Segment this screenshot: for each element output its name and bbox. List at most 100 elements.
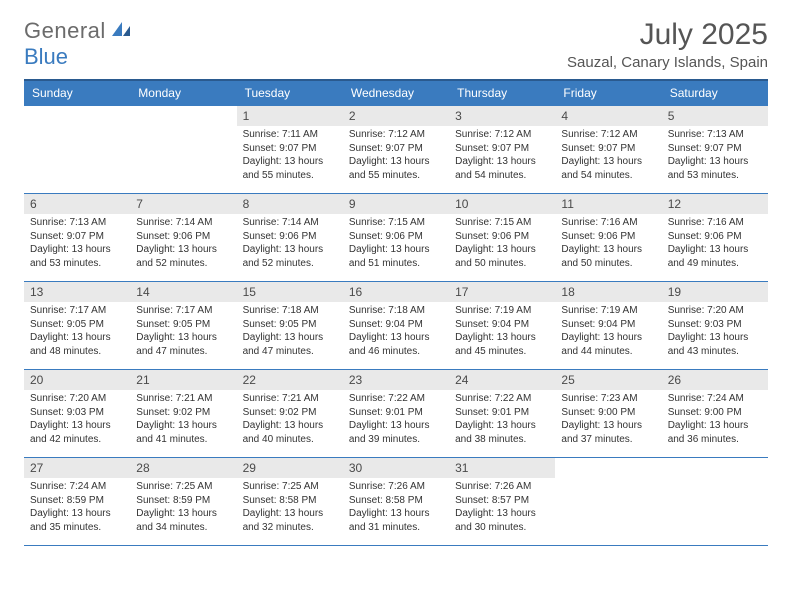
- calendar-day-cell: 11Sunrise: 7:16 AMSunset: 9:06 PMDayligh…: [555, 194, 661, 282]
- calendar-day-cell: 9Sunrise: 7:15 AMSunset: 9:06 PMDaylight…: [343, 194, 449, 282]
- day-details: Sunrise: 7:17 AMSunset: 9:05 PMDaylight:…: [136, 304, 230, 358]
- logo-text-a: General: [24, 18, 106, 44]
- day-details: Sunrise: 7:22 AMSunset: 9:01 PMDaylight:…: [349, 392, 443, 446]
- day-details: Sunrise: 7:19 AMSunset: 9:04 PMDaylight:…: [455, 304, 549, 358]
- calendar-week-row: 20Sunrise: 7:20 AMSunset: 9:03 PMDayligh…: [24, 370, 768, 458]
- day-number: 24: [449, 370, 555, 390]
- calendar-day-cell: 19Sunrise: 7:20 AMSunset: 9:03 PMDayligh…: [662, 282, 768, 370]
- day-details: Sunrise: 7:24 AMSunset: 8:59 PMDaylight:…: [30, 480, 124, 534]
- day-details: Sunrise: 7:25 AMSunset: 8:59 PMDaylight:…: [136, 480, 230, 534]
- calendar-day-cell: 23Sunrise: 7:22 AMSunset: 9:01 PMDayligh…: [343, 370, 449, 458]
- calendar-day-cell: 30Sunrise: 7:26 AMSunset: 8:58 PMDayligh…: [343, 458, 449, 546]
- calendar-table: SundayMondayTuesdayWednesdayThursdayFrid…: [24, 79, 768, 546]
- day-details: Sunrise: 7:21 AMSunset: 9:02 PMDaylight:…: [243, 392, 337, 446]
- calendar-body: 1Sunrise: 7:11 AMSunset: 9:07 PMDaylight…: [24, 106, 768, 546]
- location: Sauzal, Canary Islands, Spain: [567, 54, 768, 71]
- calendar-day-cell: 20Sunrise: 7:20 AMSunset: 9:03 PMDayligh…: [24, 370, 130, 458]
- day-number: 8: [237, 194, 343, 214]
- calendar-day-cell: 26Sunrise: 7:24 AMSunset: 9:00 PMDayligh…: [662, 370, 768, 458]
- day-number: 31: [449, 458, 555, 478]
- calendar-day-cell: 25Sunrise: 7:23 AMSunset: 9:00 PMDayligh…: [555, 370, 661, 458]
- calendar-day-cell: 22Sunrise: 7:21 AMSunset: 9:02 PMDayligh…: [237, 370, 343, 458]
- day-details: Sunrise: 7:21 AMSunset: 9:02 PMDaylight:…: [136, 392, 230, 446]
- day-number: 22: [237, 370, 343, 390]
- weekday-header: Thursday: [449, 80, 555, 106]
- day-number: 17: [449, 282, 555, 302]
- calendar-day-cell: 28Sunrise: 7:25 AMSunset: 8:59 PMDayligh…: [130, 458, 236, 546]
- calendar-day-cell: 21Sunrise: 7:21 AMSunset: 9:02 PMDayligh…: [130, 370, 236, 458]
- calendar-day-cell: 3Sunrise: 7:12 AMSunset: 9:07 PMDaylight…: [449, 106, 555, 194]
- day-details: Sunrise: 7:15 AMSunset: 9:06 PMDaylight:…: [455, 216, 549, 270]
- day-number: 19: [662, 282, 768, 302]
- title-block: July 2025 Sauzal, Canary Islands, Spain: [567, 18, 768, 71]
- logo: General: [24, 18, 134, 44]
- day-number: 16: [343, 282, 449, 302]
- day-number: 26: [662, 370, 768, 390]
- calendar-day-cell: 4Sunrise: 7:12 AMSunset: 9:07 PMDaylight…: [555, 106, 661, 194]
- day-number: 25: [555, 370, 661, 390]
- day-details: Sunrise: 7:25 AMSunset: 8:58 PMDaylight:…: [243, 480, 337, 534]
- calendar-day-cell: 29Sunrise: 7:25 AMSunset: 8:58 PMDayligh…: [237, 458, 343, 546]
- day-number: 6: [24, 194, 130, 214]
- day-number: 10: [449, 194, 555, 214]
- logo-sail-icon: [110, 20, 134, 38]
- calendar-day-cell: 8Sunrise: 7:14 AMSunset: 9:06 PMDaylight…: [237, 194, 343, 282]
- calendar-day-cell: 27Sunrise: 7:24 AMSunset: 8:59 PMDayligh…: [24, 458, 130, 546]
- weekday-header: Wednesday: [343, 80, 449, 106]
- day-number: 30: [343, 458, 449, 478]
- day-details: Sunrise: 7:12 AMSunset: 9:07 PMDaylight:…: [561, 128, 655, 182]
- weekday-header: Tuesday: [237, 80, 343, 106]
- day-number: 23: [343, 370, 449, 390]
- day-details: Sunrise: 7:20 AMSunset: 9:03 PMDaylight:…: [668, 304, 762, 358]
- page-header: General July 2025 Sauzal, Canary Islands…: [24, 18, 768, 71]
- day-details: Sunrise: 7:26 AMSunset: 8:58 PMDaylight:…: [349, 480, 443, 534]
- calendar-week-row: 27Sunrise: 7:24 AMSunset: 8:59 PMDayligh…: [24, 458, 768, 546]
- day-details: Sunrise: 7:18 AMSunset: 9:04 PMDaylight:…: [349, 304, 443, 358]
- day-details: Sunrise: 7:16 AMSunset: 9:06 PMDaylight:…: [668, 216, 762, 270]
- day-details: Sunrise: 7:17 AMSunset: 9:05 PMDaylight:…: [30, 304, 124, 358]
- day-details: Sunrise: 7:11 AMSunset: 9:07 PMDaylight:…: [243, 128, 337, 182]
- day-details: Sunrise: 7:16 AMSunset: 9:06 PMDaylight:…: [561, 216, 655, 270]
- day-details: Sunrise: 7:15 AMSunset: 9:06 PMDaylight:…: [349, 216, 443, 270]
- day-number: 13: [24, 282, 130, 302]
- day-number: 11: [555, 194, 661, 214]
- calendar-week-row: 6Sunrise: 7:13 AMSunset: 9:07 PMDaylight…: [24, 194, 768, 282]
- calendar-day-cell: 17Sunrise: 7:19 AMSunset: 9:04 PMDayligh…: [449, 282, 555, 370]
- calendar-day-cell: 1Sunrise: 7:11 AMSunset: 9:07 PMDaylight…: [237, 106, 343, 194]
- day-details: Sunrise: 7:14 AMSunset: 9:06 PMDaylight:…: [243, 216, 337, 270]
- calendar-day-cell: 10Sunrise: 7:15 AMSunset: 9:06 PMDayligh…: [449, 194, 555, 282]
- day-number: 27: [24, 458, 130, 478]
- calendar-empty-cell: [555, 458, 661, 546]
- day-number: 5: [662, 106, 768, 126]
- day-number: 2: [343, 106, 449, 126]
- calendar-empty-cell: [662, 458, 768, 546]
- day-number: 21: [130, 370, 236, 390]
- day-details: Sunrise: 7:14 AMSunset: 9:06 PMDaylight:…: [136, 216, 230, 270]
- day-details: Sunrise: 7:19 AMSunset: 9:04 PMDaylight:…: [561, 304, 655, 358]
- calendar-day-cell: 14Sunrise: 7:17 AMSunset: 9:05 PMDayligh…: [130, 282, 236, 370]
- calendar-day-cell: 13Sunrise: 7:17 AMSunset: 9:05 PMDayligh…: [24, 282, 130, 370]
- logo-text-b: Blue: [24, 44, 68, 70]
- calendar-day-cell: 24Sunrise: 7:22 AMSunset: 9:01 PMDayligh…: [449, 370, 555, 458]
- day-number: 28: [130, 458, 236, 478]
- calendar-day-cell: 31Sunrise: 7:26 AMSunset: 8:57 PMDayligh…: [449, 458, 555, 546]
- calendar-day-cell: 2Sunrise: 7:12 AMSunset: 9:07 PMDaylight…: [343, 106, 449, 194]
- day-details: Sunrise: 7:12 AMSunset: 9:07 PMDaylight:…: [455, 128, 549, 182]
- weekday-header-row: SundayMondayTuesdayWednesdayThursdayFrid…: [24, 80, 768, 106]
- day-number: 29: [237, 458, 343, 478]
- day-details: Sunrise: 7:13 AMSunset: 9:07 PMDaylight:…: [30, 216, 124, 270]
- day-number: 9: [343, 194, 449, 214]
- calendar-day-cell: 7Sunrise: 7:14 AMSunset: 9:06 PMDaylight…: [130, 194, 236, 282]
- calendar-day-cell: 12Sunrise: 7:16 AMSunset: 9:06 PMDayligh…: [662, 194, 768, 282]
- day-number: 18: [555, 282, 661, 302]
- day-number: 1: [237, 106, 343, 126]
- day-details: Sunrise: 7:23 AMSunset: 9:00 PMDaylight:…: [561, 392, 655, 446]
- weekday-header: Sunday: [24, 80, 130, 106]
- calendar-empty-cell: [24, 106, 130, 194]
- weekday-header: Saturday: [662, 80, 768, 106]
- calendar-day-cell: 5Sunrise: 7:13 AMSunset: 9:07 PMDaylight…: [662, 106, 768, 194]
- calendar-week-row: 1Sunrise: 7:11 AMSunset: 9:07 PMDaylight…: [24, 106, 768, 194]
- calendar-day-cell: 15Sunrise: 7:18 AMSunset: 9:05 PMDayligh…: [237, 282, 343, 370]
- day-details: Sunrise: 7:22 AMSunset: 9:01 PMDaylight:…: [455, 392, 549, 446]
- weekday-header: Monday: [130, 80, 236, 106]
